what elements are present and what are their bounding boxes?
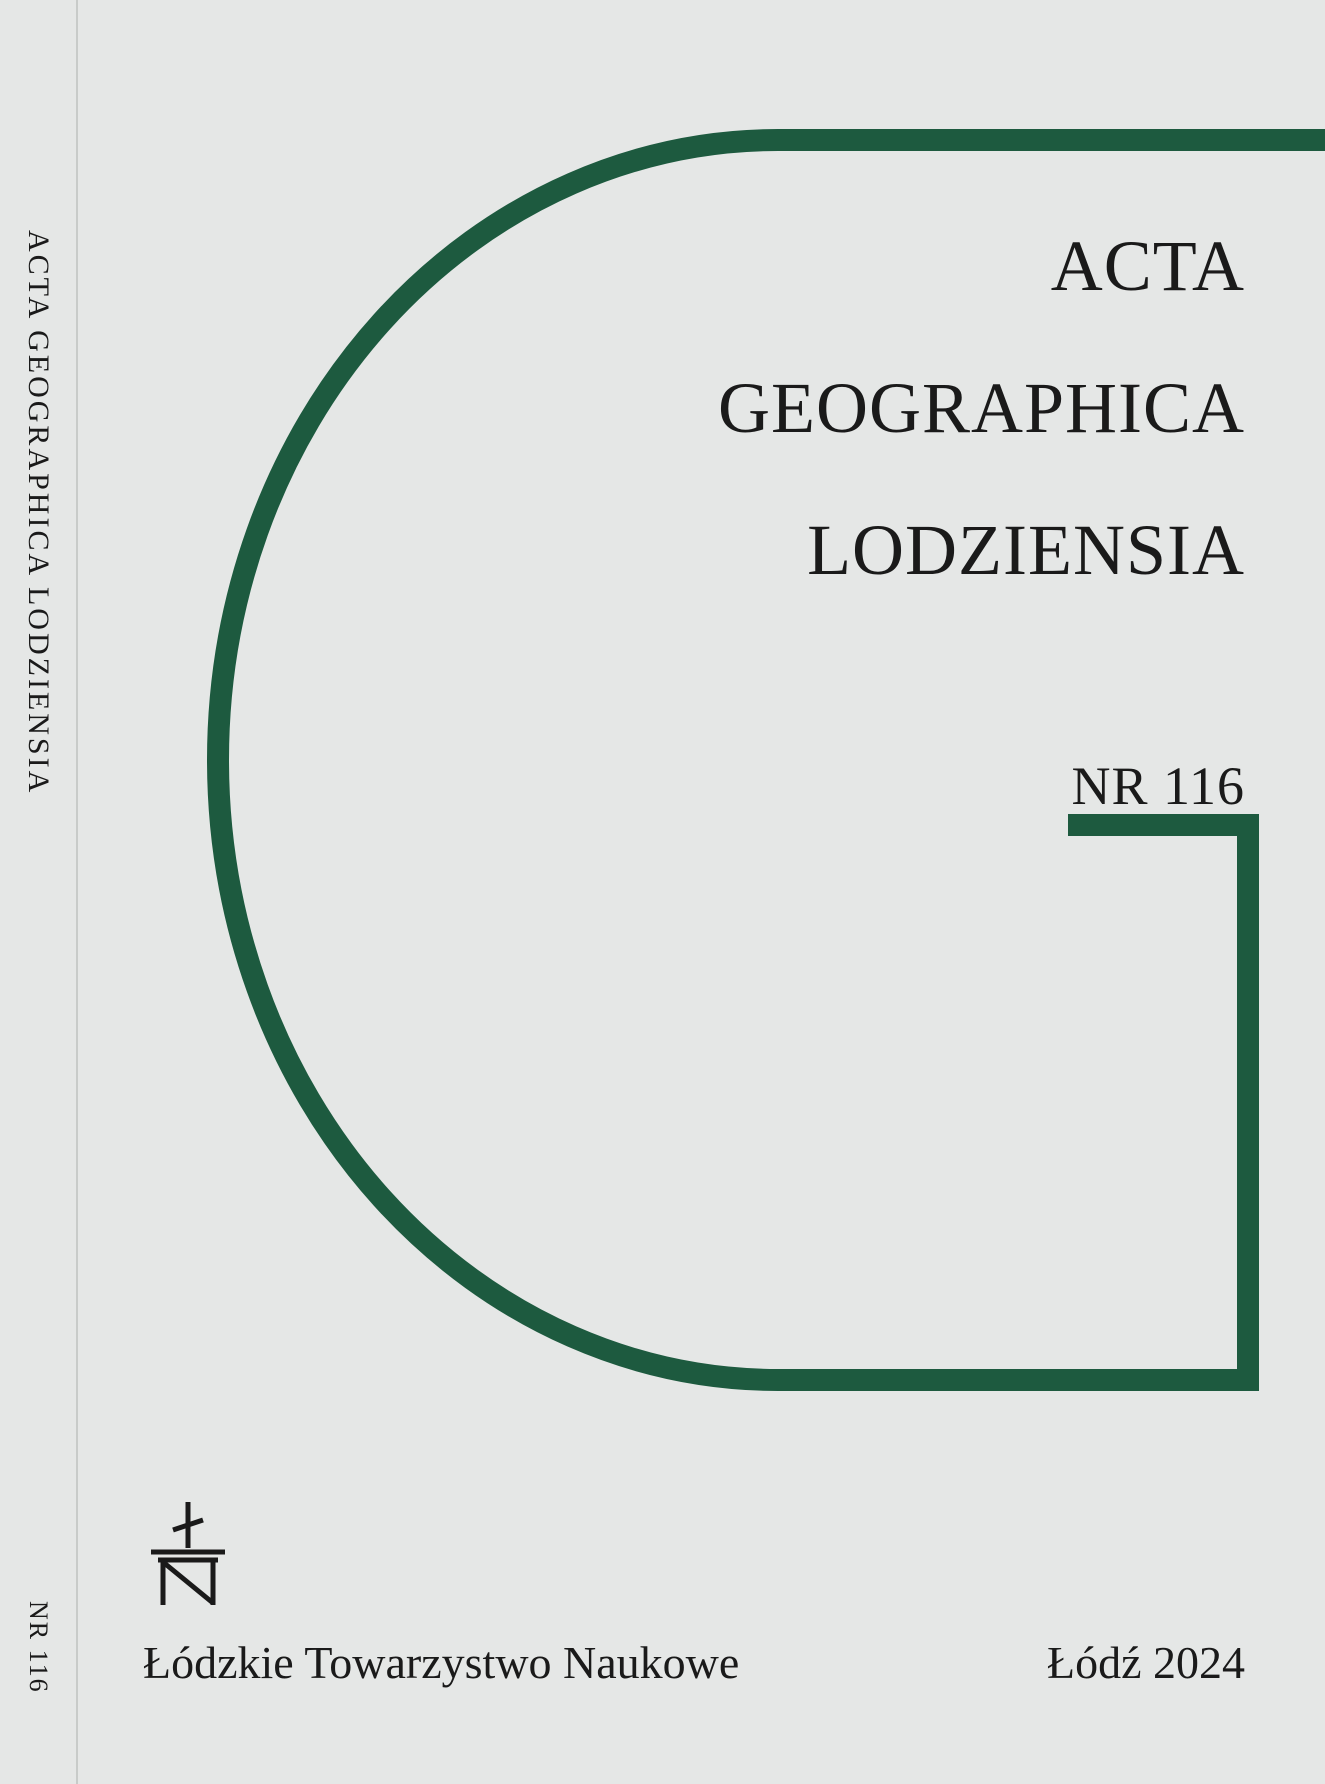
title-line-1: ACTA	[718, 230, 1245, 302]
title-line-3: LODZIENSIA	[718, 514, 1245, 586]
publisher-logo-icon	[143, 1500, 233, 1610]
spine-title: ACTA GEOGRAPHICA LODZIENSIA	[21, 230, 55, 795]
spine: ACTA GEOGRAPHICA LODZIENSIA NR 116	[0, 0, 78, 1784]
title-line-2: GEOGRAPHICA	[718, 372, 1245, 444]
journal-title: ACTA GEOGRAPHICA LODZIENSIA	[718, 230, 1245, 586]
footer: Łódzkie Towarzystwo Naukowe Łódź 2024	[143, 1636, 1245, 1689]
front-cover: ACTA GEOGRAPHICA LODZIENSIA NR 116 Łódzk…	[78, 0, 1325, 1784]
spine-issue: NR 116	[23, 1601, 53, 1694]
place-year: Łódź 2024	[1047, 1636, 1245, 1689]
publisher-name: Łódzkie Towarzystwo Naukowe	[143, 1636, 739, 1689]
issue-number: NR 116	[1071, 755, 1245, 817]
